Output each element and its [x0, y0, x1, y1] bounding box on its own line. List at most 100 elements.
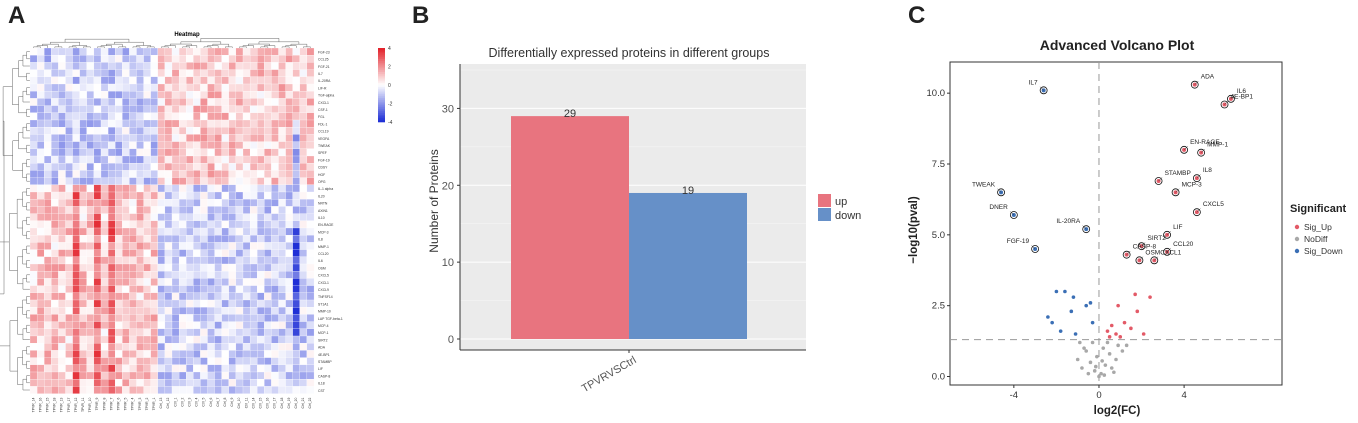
heatmap-cell [136, 263, 144, 272]
heatmap-cell [207, 177, 215, 185]
heatmap-cell [278, 335, 286, 344]
heatmap-cell [58, 285, 66, 293]
heatmap-cell [214, 134, 222, 142]
heatmap-cell [129, 227, 137, 236]
heatmap-cell [178, 177, 187, 185]
heatmap-cell [129, 335, 137, 344]
heatmap-cell [65, 379, 73, 387]
heatmap-title: Heatmap [174, 32, 200, 38]
heatmap-cell [122, 98, 130, 106]
heatmap-cell [235, 83, 244, 92]
heatmap-cell [221, 357, 229, 365]
heatmap-cell [242, 242, 251, 250]
heatmap-cell [164, 235, 173, 243]
heatmap-cell [171, 163, 180, 171]
heatmap-cell [278, 76, 286, 85]
heatmap-cell [36, 76, 45, 85]
heatmap-cell [242, 199, 251, 207]
heatmap-cell [122, 321, 130, 329]
heatmap-cell [136, 285, 144, 293]
heatmap-cell [79, 314, 87, 322]
heatmap-cell [107, 249, 116, 257]
heatmap-cell [228, 350, 237, 358]
heatmap-cell [72, 127, 80, 135]
heatmap-cell [136, 170, 144, 178]
heatmap-cell [36, 134, 45, 142]
heatmap-cell [200, 220, 208, 229]
heatmap-cell [285, 98, 293, 106]
heatmap-cell [129, 55, 137, 63]
heatmap-cell [44, 163, 52, 171]
heatmap-cell [242, 220, 251, 229]
heatmap-cell [157, 184, 166, 193]
heatmap-cell [51, 299, 59, 308]
heatmap-cell [200, 148, 208, 157]
heatmap-cell [86, 170, 95, 178]
heatmap-cell [115, 62, 123, 70]
heatmap-cell [93, 364, 102, 373]
heatmap-cell [200, 235, 208, 243]
heatmap-cell [157, 314, 166, 322]
heatmap-column-label: TPVR_4 [131, 397, 135, 410]
heatmap-cell [214, 141, 222, 149]
heatmap-cell [178, 299, 187, 308]
heatmap-cell [186, 191, 194, 200]
volcano-frame [949, 61, 1283, 386]
heatmap-cell [299, 256, 308, 265]
heatmap-cell [242, 285, 251, 293]
heatmap-cell [164, 83, 173, 92]
heatmap-cell [249, 191, 258, 200]
heatmap-cell [157, 307, 166, 315]
highlight-ring [1135, 256, 1144, 265]
heatmap-cell [129, 321, 137, 329]
heatmap-cell [129, 163, 137, 171]
heatmap-cell [44, 105, 52, 113]
heatmap-cell [214, 249, 222, 257]
heatmap-cell [228, 105, 237, 113]
heatmap-cell [79, 184, 87, 193]
volcano-point [1101, 346, 1106, 350]
heatmap-cell [51, 134, 59, 142]
heatmap-cell [136, 379, 144, 387]
heatmap-cell [249, 69, 258, 77]
heatmap-cell [29, 256, 38, 265]
heatmap-cell [200, 83, 208, 92]
heatmap-cell [299, 206, 308, 214]
heatmap-cell [72, 119, 80, 128]
heatmap-cell [264, 62, 272, 70]
heatmap-cell [36, 256, 45, 265]
heatmap-cell [164, 321, 173, 329]
heatmap-cell [178, 112, 187, 121]
heatmap-cell [264, 127, 272, 135]
heatmap-cell [242, 55, 251, 63]
heatmap-cell [278, 199, 286, 207]
heatmap-cell [58, 357, 66, 365]
heatmap-cell [235, 55, 244, 63]
heatmap-cell [44, 199, 52, 207]
heatmap-cell [285, 83, 293, 92]
heatmap-cell [100, 127, 109, 135]
colorbar-tick-label: -4 [388, 120, 393, 126]
volcano-point [1063, 289, 1067, 294]
heatmap-cell [299, 242, 308, 250]
label-leader [1196, 208, 1201, 213]
heatmap-cell [150, 227, 158, 236]
heatmap-cell [36, 206, 45, 214]
heatmap-cell [157, 256, 166, 265]
colorbar-swatch [378, 51, 385, 54]
heatmap-cell [136, 199, 144, 207]
heatmap-cell [122, 335, 130, 344]
highlight-ring [1190, 80, 1199, 89]
heatmap-cell [164, 307, 173, 315]
highlight-ring [1039, 86, 1048, 95]
volcano-point [1073, 332, 1078, 336]
heatmap-cell [178, 148, 187, 157]
heatmap-cell [122, 307, 130, 315]
heatmap-cell [257, 364, 265, 373]
bar-y-axis-label: Number of Proteins [427, 149, 441, 252]
heatmap-cell [44, 314, 52, 322]
heatmap-cell [93, 357, 102, 365]
heatmap-cell [193, 62, 201, 70]
heatmap-cell [122, 170, 130, 178]
